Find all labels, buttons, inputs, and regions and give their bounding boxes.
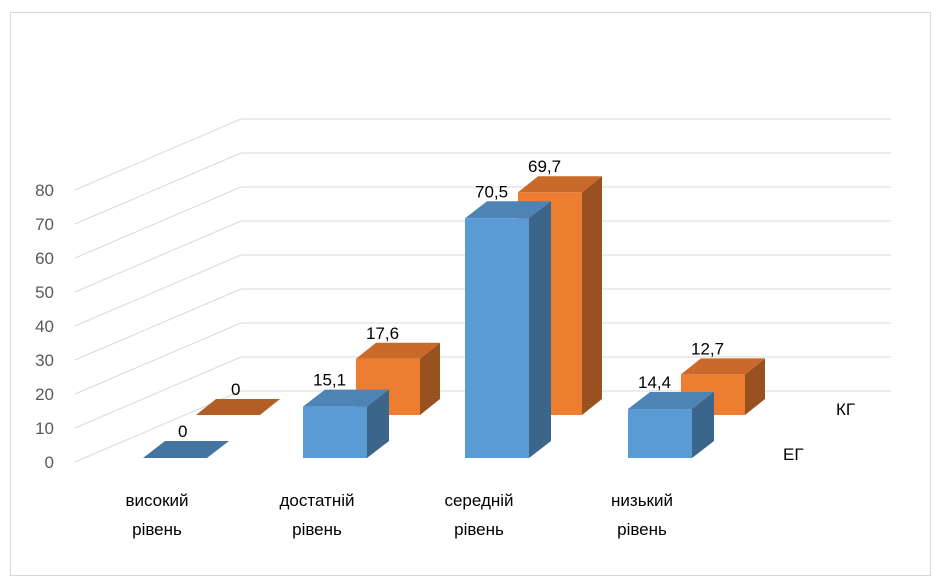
data-label: 15,1: [313, 371, 346, 390]
gridline-side: [74, 152, 242, 225]
bar-eg: [303, 389, 389, 458]
y-tick-label: 0: [45, 453, 54, 472]
category-label: рівень: [292, 520, 342, 539]
category-label: рівень: [617, 520, 667, 539]
series-label-eg: ЕГ: [783, 445, 804, 464]
data-labels: 0 0 17,6 15,1 69,7 70,5 12,7 14,4: [178, 157, 724, 441]
gridline-side: [74, 118, 242, 191]
category-labels: високий рівень достатній рівень середній ріве…: [125, 491, 673, 539]
y-tick-label: 20: [35, 385, 54, 404]
y-tick-label: 80: [35, 181, 54, 200]
bar-eg: [143, 441, 229, 459]
y-tick-label: 60: [35, 249, 54, 268]
gridline-side: [74, 220, 242, 293]
y-axis-ticks: 0 10 20 30 40 50 60 70 80: [35, 181, 54, 472]
category-label: достатній: [280, 491, 355, 510]
y-tick-label: 10: [35, 419, 54, 438]
category-label: рівень: [454, 520, 504, 539]
gridline-side: [74, 254, 242, 327]
bar-kg: [196, 399, 280, 416]
series-label-kg: КГ: [836, 400, 855, 419]
gridline-side: [74, 322, 242, 395]
data-label: 69,7: [528, 157, 561, 176]
gridline-side: [74, 356, 242, 429]
bars: [143, 176, 765, 459]
category-label: низький: [611, 491, 673, 510]
bar-eg: [465, 201, 551, 459]
category-label: середній: [444, 491, 513, 510]
data-label: 0: [231, 380, 240, 399]
data-label: 17,6: [366, 324, 399, 343]
gridline-side: [74, 288, 242, 361]
y-tick-label: 50: [35, 283, 54, 302]
data-label: 14,4: [638, 373, 671, 392]
bar-eg: [628, 392, 714, 458]
y-tick-label: 70: [35, 215, 54, 234]
category-label: рівень: [132, 520, 182, 539]
data-label: 12,7: [691, 339, 724, 358]
gridline-side: [74, 186, 242, 259]
data-label: 0: [178, 422, 187, 441]
category-label: високий: [125, 491, 188, 510]
data-label: 70,5: [475, 182, 508, 201]
series-labels: ЕГ КГ: [783, 400, 855, 464]
y-tick-label: 30: [35, 351, 54, 370]
y-tick-label: 40: [35, 317, 54, 336]
